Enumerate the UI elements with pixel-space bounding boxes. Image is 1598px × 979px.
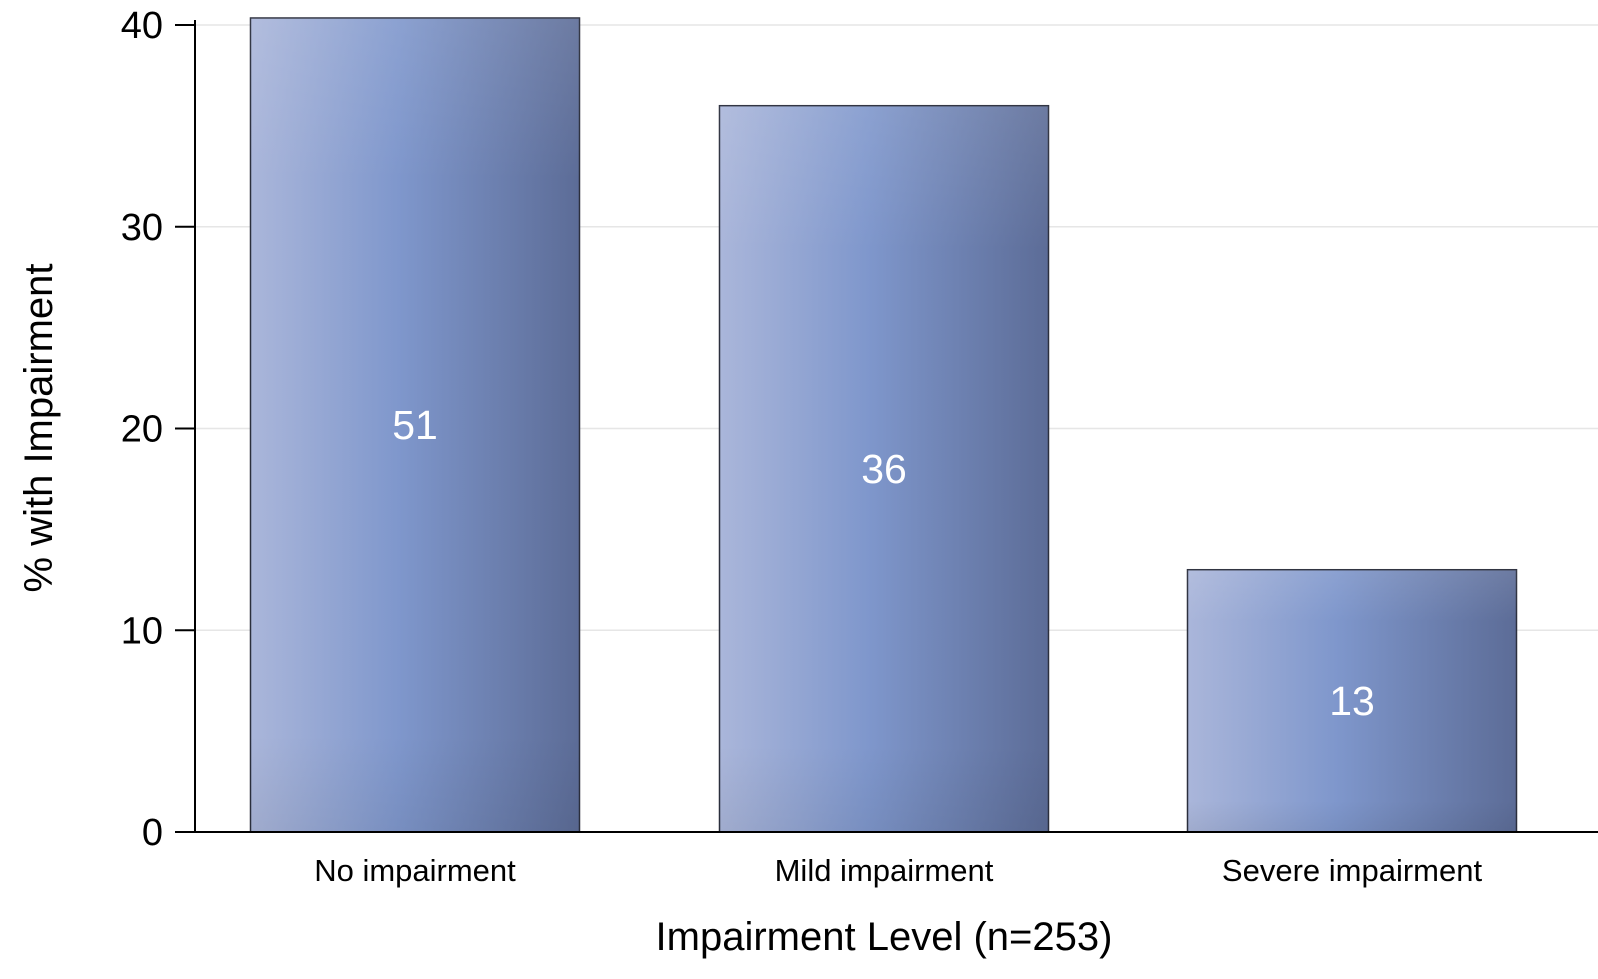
y-axis-title: % with Impairment [17, 264, 61, 593]
bar-value-label: 13 [1329, 678, 1375, 724]
x-category-label: Severe impairment [1222, 853, 1483, 888]
x-category-label: No impairment [314, 853, 516, 888]
x-category-labels: No impairment Mild impairment Severe impai… [314, 853, 1482, 888]
x-category-label: Mild impairment [775, 853, 994, 888]
y-tick-label: 10 [121, 610, 163, 652]
axes [194, 20, 1598, 833]
y-tick-label: 0 [142, 812, 163, 854]
bar-value-label: 51 [392, 402, 438, 448]
bar-value-label: 36 [861, 446, 907, 492]
bar-value-labels: 51 36 13 [392, 402, 1375, 724]
y-ticks: 0 10 20 30 40 [121, 5, 195, 854]
bar-no-impairment [249, 17, 581, 833]
bars [249, 17, 1518, 833]
y-tick-label: 30 [121, 207, 163, 249]
bar-shading [250, 18, 580, 832]
y-tick-label: 20 [121, 409, 163, 451]
bar-mild-impairment [718, 104, 1050, 833]
x-axis-title: Impairment Level (n=253) [656, 915, 1113, 959]
bar-shading [719, 105, 1049, 832]
bar-shading [1187, 569, 1517, 832]
y-tick-label: 40 [121, 5, 163, 47]
